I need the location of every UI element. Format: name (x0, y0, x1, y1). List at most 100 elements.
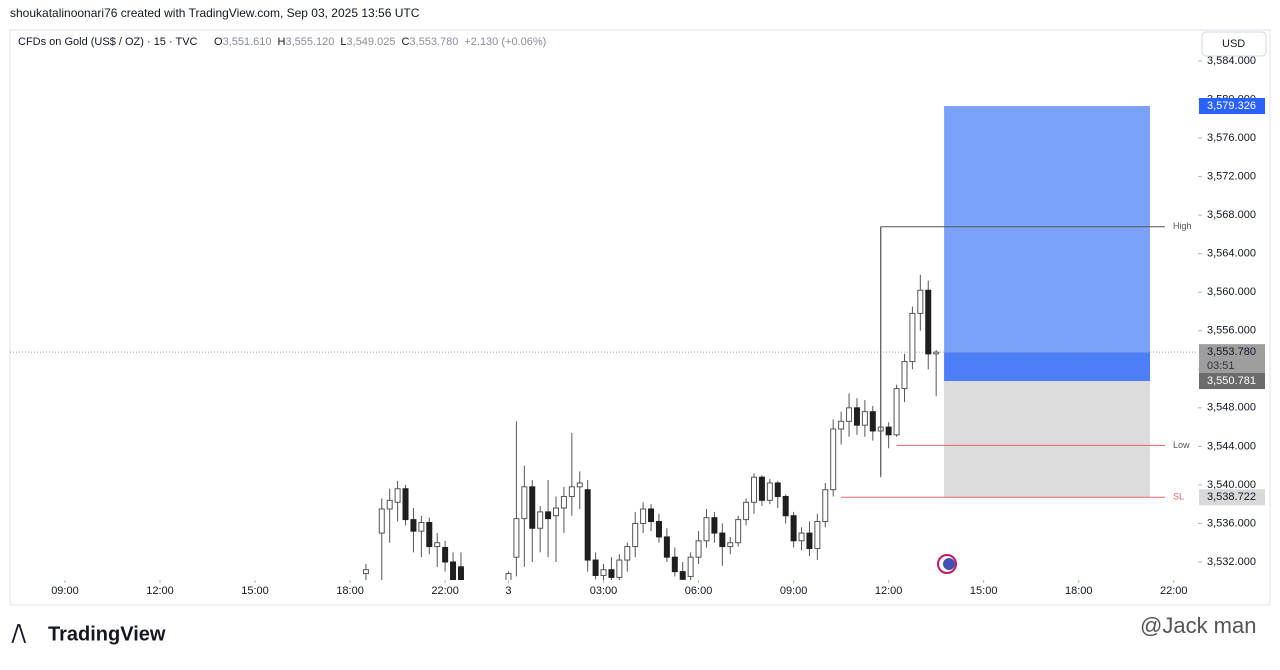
candle-body (624, 546, 631, 561)
candle-body (806, 532, 813, 549)
candle-body (521, 486, 528, 520)
x-tick-label: 22:00 (431, 585, 459, 597)
x-tick-label: 12:00 (146, 585, 174, 597)
candle-body (386, 499, 393, 510)
target-price: 3,579.326 (1207, 100, 1256, 112)
candle-body (766, 482, 773, 501)
y-tick-label: 3,560.000 (1207, 286, 1256, 298)
x-tick-label: 22:00 (1160, 585, 1188, 597)
y-tick-label: 3,532.000 (1207, 556, 1256, 568)
brand: TradingView (48, 623, 166, 645)
candle-body (553, 507, 560, 517)
entry-price: 3,550.781 (1207, 375, 1256, 387)
ohlc-legend: O3,551.610 H3,555.120 L3,549.025 C3,553.780… (214, 36, 546, 48)
stop-price-bg (1199, 489, 1265, 506)
candle-body (410, 519, 417, 532)
watermark: @Jack man (1140, 613, 1256, 638)
candle-body (822, 489, 829, 523)
candle-body (917, 289, 924, 314)
candle-body (418, 521, 425, 532)
y-tick-label: 3,564.000 (1207, 248, 1256, 260)
x-tick-label: 09:00 (780, 585, 808, 597)
candle-body (608, 569, 615, 578)
profit-zone (944, 106, 1151, 353)
candle-body (893, 388, 900, 436)
candle-body (402, 488, 409, 521)
candle-body (735, 519, 742, 544)
x-tick-label: 06:00 (685, 585, 713, 597)
candle-body (703, 517, 710, 542)
risk-zone (944, 381, 1151, 498)
candle-body (663, 536, 670, 558)
candle-body (814, 521, 821, 549)
ohlc-key: L (340, 36, 346, 48)
candle-body (616, 559, 623, 578)
y-tick-label: 3,572.000 (1207, 170, 1256, 182)
ohlc-key: C (401, 36, 409, 48)
x-tick-label: 09:00 (51, 585, 79, 597)
x-tick-label: 18:00 (336, 585, 364, 597)
countdown: 03:51 (1207, 360, 1235, 372)
candle-body (450, 561, 457, 580)
candle-body (600, 569, 607, 576)
candle-body (648, 508, 655, 523)
stop-name: SL (1173, 492, 1184, 502)
candle-body (434, 542, 441, 548)
x-tick-label: 15:00 (241, 585, 269, 597)
target-price-bg (1199, 98, 1265, 115)
candle-body (505, 573, 512, 580)
candle-body (790, 515, 797, 542)
y-tick-label: 3,556.000 (1207, 325, 1256, 337)
y-tick-label: 3,544.000 (1207, 440, 1256, 452)
candle-body (853, 407, 860, 426)
candle-body (838, 420, 845, 430)
candle-body (861, 411, 868, 426)
x-tick-label: 03:00 (590, 585, 618, 597)
candle-body (933, 351, 940, 355)
filled-profit-zone (944, 352, 1151, 382)
stop-price: 3,538.722 (1207, 491, 1256, 503)
candle-body (568, 486, 575, 497)
x-tick-label: 15:00 (970, 585, 998, 597)
candle-body (394, 488, 401, 503)
candle-body (513, 518, 520, 558)
candle-body (711, 517, 718, 534)
candle-body (885, 426, 892, 436)
y-tick-label: 3,584.000 (1207, 55, 1256, 67)
candle-body (830, 428, 837, 491)
candle-body (719, 532, 726, 548)
candle-body (758, 476, 765, 501)
last-price: 3,553.780 (1207, 346, 1256, 358)
ohlc-key: O (214, 36, 223, 48)
candle-body (592, 559, 599, 576)
candle-body (743, 501, 750, 521)
candle-body (545, 511, 552, 520)
candle-body (671, 556, 678, 573)
last-price-bg (1199, 344, 1265, 375)
ohlc-value: 3,553.780 (409, 36, 458, 48)
candle-body (362, 569, 369, 575)
candle-body (727, 542, 734, 548)
currency-button[interactable] (1201, 31, 1267, 57)
x-tick-label: 3 (505, 585, 511, 597)
candle-body (846, 407, 853, 422)
candle-body (529, 486, 536, 529)
candle-body (537, 511, 544, 529)
candle-body (782, 495, 789, 517)
y-tick-label: 3,540.000 (1207, 479, 1256, 491)
level-label: Low (1173, 440, 1190, 450)
currency[interactable]: USD (1222, 38, 1245, 50)
ohlc-value: 3,551.610 (223, 36, 272, 48)
candle-body (640, 508, 647, 524)
candle-body (925, 289, 932, 355)
symbol: CFDs on Gold (US$ / OZ) · 15 · TVC (18, 36, 198, 48)
y-tick-label: 3,548.000 (1207, 402, 1256, 414)
ohlc-value: 3,549.025 (347, 36, 396, 48)
y-tick-label: 3,536.000 (1207, 517, 1256, 529)
brand-logo: ⧸⧹ (11, 623, 27, 645)
candle-body (774, 482, 781, 497)
candle-body (687, 556, 694, 577)
candle-body (869, 411, 876, 432)
ohlc-key: H (278, 36, 286, 48)
